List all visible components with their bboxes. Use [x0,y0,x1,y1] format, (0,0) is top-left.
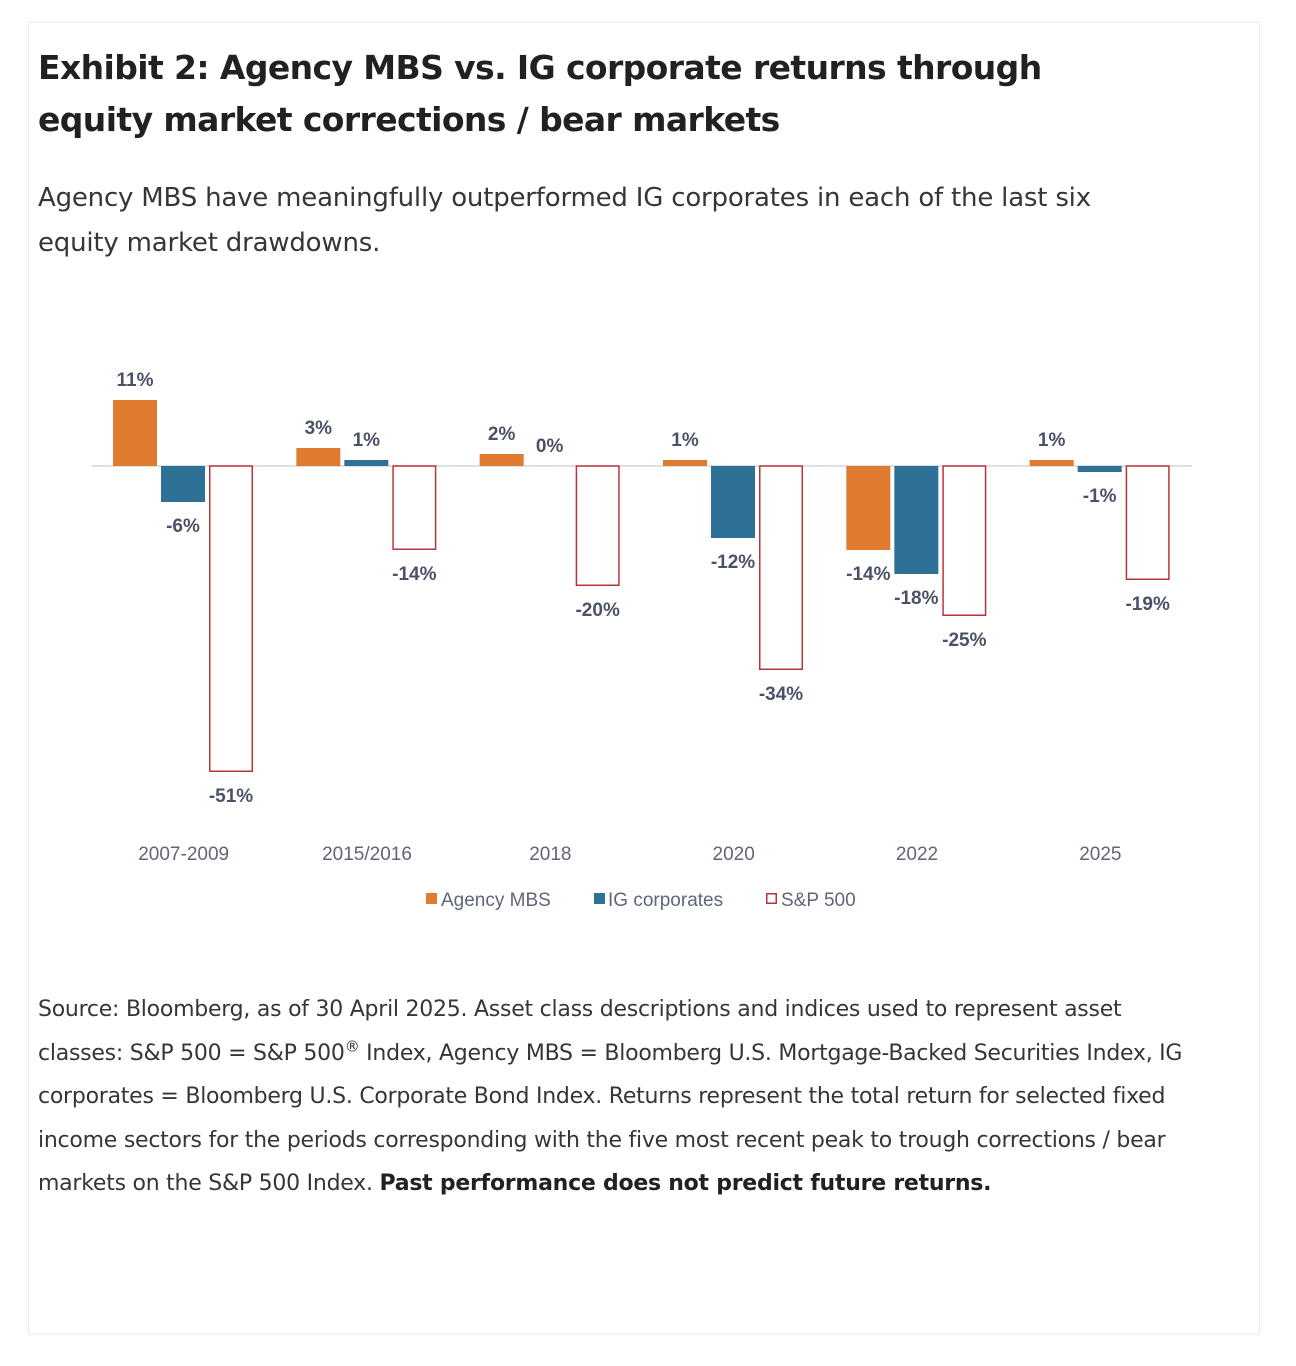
bar-chart: 11% -6% -51% 2007-2009 3% 1% -14% 2015/2016 2% 0%… [92,370,1192,911]
past-performance-disclaimer: Past performance does not predict future… [379,1171,992,1196]
data-label-agency-mbs-3: 1% [671,430,699,451]
source-text-part1: Source: Bloomberg, as of 30 April 2025. … [38,997,1122,1066]
bar-agency-mbs-0 [113,400,157,466]
bar-sp500-2 [575,465,620,586]
source-text-part2: Index, Agency MBS = Bloomberg U.S. Mortg… [38,1040,1183,1197]
data-label-agency-mbs-0: 11% [117,370,154,391]
legend-label-ig-corporates: IG corporates [608,890,723,911]
data-label-ig-corporates-3: -12% [711,552,755,573]
category-label-1: 2015/2016 [322,844,412,865]
data-label-agency-mbs-4: -14% [846,564,890,585]
category-label-2: 2018 [529,844,571,865]
legend-swatch-ig-corporates [594,893,605,904]
bar-ig-corporates-3 [711,466,755,538]
bar-ig-corporates-5 [1077,466,1122,472]
data-label-sp500-3: -34% [759,684,803,705]
bar-ig-corporates-1 [344,460,389,466]
bar-sp500-4 [942,465,987,616]
data-label-agency-mbs-5: 1% [1038,430,1066,451]
data-label-sp500-0: -51% [209,786,253,807]
source-note: Source: Bloomberg, as of 30 April 2025. … [38,988,1188,1206]
data-label-ig-corporates-1: 1% [353,430,381,451]
data-label-ig-corporates-2: 0% [536,436,564,457]
bar-ig-corporates-4 [894,466,939,574]
bar-agency-mbs-4 [846,466,891,550]
category-label-0: 2007-2009 [138,844,229,865]
legend-label-agency-mbs: Agency MBS [441,890,551,911]
exhibit-title: Exhibit 2: Agency MBS vs. IG corporate r… [38,48,1042,139]
legend-swatch-agency-mbs [426,893,437,904]
data-label-sp500-4: -25% [942,630,986,651]
legend-swatch-sp500 [766,893,777,904]
bar-agency-mbs-3 [663,460,707,466]
data-label-sp500-5: -19% [1125,594,1169,615]
data-label-ig-corporates-0: -6% [166,516,200,537]
registered-mark: ® [344,1037,360,1056]
bar-ig-corporates-0 [161,466,205,502]
bar-sp500-3 [759,465,803,670]
category-label-5: 2025 [1079,844,1121,865]
bar-agency-mbs-1 [296,448,341,466]
bar-sp500-1 [392,465,437,550]
category-label-4: 2022 [896,844,938,865]
data-label-sp500-1: -14% [392,564,436,585]
bar-sp500-0 [209,465,253,772]
data-label-agency-mbs-1: 3% [305,418,333,439]
exhibit-subtitle: Agency MBS have meaningfully outperforme… [38,183,1091,258]
legend-label-sp500: S&P 500 [781,890,856,911]
data-label-sp500-2: -20% [575,600,619,621]
bar-sp500-5 [1125,465,1170,580]
bar-agency-mbs-2 [479,454,524,466]
data-label-agency-mbs-2: 2% [488,424,516,445]
bar-agency-mbs-5 [1029,460,1074,466]
data-label-ig-corporates-4: -18% [894,588,938,609]
data-label-ig-corporates-5: -1% [1083,486,1117,507]
category-label-3: 2020 [713,844,755,865]
